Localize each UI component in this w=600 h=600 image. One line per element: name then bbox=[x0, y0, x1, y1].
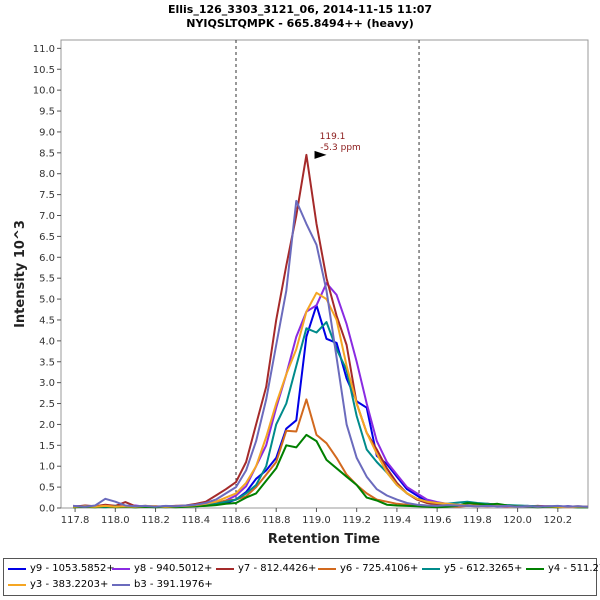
y-tick-label: 0.0 bbox=[39, 504, 55, 515]
x-tick-label: 118.0 bbox=[101, 515, 130, 526]
y-tick-label: 4.0 bbox=[39, 336, 55, 347]
annotation-rt: 119.1 bbox=[320, 132, 346, 142]
annotation-ppm: -5.3 ppm bbox=[320, 143, 361, 153]
x-tick-label: 118.8 bbox=[262, 515, 291, 526]
y-tick-label: 10.0 bbox=[33, 86, 55, 97]
legend-label: y7 - 812.4426+ bbox=[238, 563, 317, 574]
y-tick-label: 1.5 bbox=[39, 441, 55, 452]
chart-title: Ellis_126_3303_3121_06, 2014-11-15 11:07 bbox=[168, 3, 432, 16]
y-tick-label: 9.5 bbox=[39, 107, 55, 118]
legend-label: y8 - 940.5012+ bbox=[134, 563, 213, 574]
x-tick-label: 119.6 bbox=[423, 515, 452, 526]
y-tick-label: 5.5 bbox=[39, 274, 55, 285]
peak-arrow-icon bbox=[314, 150, 327, 159]
legend-swatch bbox=[422, 567, 440, 570]
y-tick-label: 9.0 bbox=[39, 127, 55, 138]
legend-swatch bbox=[112, 583, 130, 586]
series-lines bbox=[73, 153, 589, 509]
peak-annotation: 119.1 -5.3 ppm bbox=[314, 132, 361, 159]
y-tick-label: 0.5 bbox=[39, 483, 55, 494]
legend-swatch bbox=[112, 567, 130, 570]
legend-swatch bbox=[8, 583, 26, 586]
legend-item: b3 - 391.1976+ bbox=[112, 579, 213, 590]
legend-item: y3 - 383.2203+ bbox=[8, 579, 108, 590]
y-tick-label: 2.0 bbox=[39, 420, 55, 431]
y-axis-label: Intensity 10^3 bbox=[13, 220, 28, 328]
y-tick-label: 8.5 bbox=[39, 148, 55, 159]
legend-label: b3 - 391.1976+ bbox=[134, 579, 213, 590]
x-tick-label: 119.8 bbox=[463, 515, 492, 526]
y-tick-label: 6.5 bbox=[39, 232, 55, 243]
legend-label: y3 - 383.2203+ bbox=[30, 579, 109, 590]
legend-label: y4 - 511.2788+ bbox=[548, 563, 600, 574]
x-tick-label: 118.4 bbox=[181, 515, 210, 526]
legend-label: y5 - 612.3265+ bbox=[444, 563, 523, 574]
legend-item: y4 - 511.2788+ bbox=[526, 563, 600, 574]
x-tick-label: 118.6 bbox=[222, 515, 251, 526]
x-axis: 117.8 118.0 118.2 118.4 118.6 118.8 119.0 119.2… bbox=[61, 508, 572, 526]
y-tick-label: 1.0 bbox=[39, 462, 55, 473]
legend-item: y9 - 1053.5852+ bbox=[8, 563, 115, 574]
y-tick-label: 5.0 bbox=[39, 295, 55, 306]
y-tick-label: 8.0 bbox=[39, 169, 55, 180]
y-tick-label: 2.5 bbox=[39, 399, 55, 410]
legend-swatch bbox=[8, 567, 26, 570]
legend-item: y8 - 940.5012+ bbox=[112, 563, 212, 574]
legend-item: y7 - 812.4426+ bbox=[216, 563, 316, 574]
plot-area bbox=[60, 39, 589, 509]
chart-subtitle: NYIQSLTQMPK - 665.8494++ (heavy) bbox=[186, 17, 413, 30]
x-tick-label: 118.2 bbox=[141, 515, 170, 526]
x-tick-label: 120.0 bbox=[503, 515, 532, 526]
x-tick-label: 120.2 bbox=[544, 515, 573, 526]
legend-label: y9 - 1053.5852+ bbox=[30, 563, 115, 574]
x-tick-label: 119.4 bbox=[383, 515, 412, 526]
legend-swatch bbox=[526, 567, 544, 570]
x-tick-label: 119.0 bbox=[302, 515, 331, 526]
peak-boundaries bbox=[235, 40, 420, 508]
y-tick-label: 7.5 bbox=[39, 190, 55, 201]
x-tick-label: 119.2 bbox=[342, 515, 371, 526]
y-tick-label: 3.5 bbox=[39, 357, 55, 368]
y-axis: 0.0 0.5 1.0 1.5 2.0 2.5 3.0 3.5 4.0 4.5 5.0 5.5 6.0 6… bbox=[33, 44, 61, 515]
y-tick-label: 10.5 bbox=[33, 65, 55, 76]
legend-item: y6 - 725.4106+ bbox=[318, 563, 418, 574]
y-tick-label: 3.0 bbox=[39, 378, 55, 389]
x-axis-label: Retention Time bbox=[268, 532, 380, 547]
x-tick-label: 117.8 bbox=[61, 515, 90, 526]
y-tick-label: 11.0 bbox=[33, 44, 55, 55]
y-tick-label: 6.0 bbox=[39, 253, 55, 264]
legend-label: y6 - 725.4106+ bbox=[340, 563, 419, 574]
series-line bbox=[73, 199, 589, 508]
legend-swatch bbox=[318, 567, 336, 570]
legend: y9 - 1053.5852+ y8 - 940.5012+ y7 - 812.44… bbox=[3, 558, 600, 596]
y-tick-label: 4.5 bbox=[39, 315, 55, 326]
y-tick-label: 7.0 bbox=[39, 211, 55, 222]
legend-swatch bbox=[216, 567, 234, 570]
chromatogram-chart: Ellis_126_3303_3121_06, 2014-11-15 11:07… bbox=[13, 3, 589, 547]
legend-item: y5 - 612.3265+ bbox=[422, 563, 522, 574]
